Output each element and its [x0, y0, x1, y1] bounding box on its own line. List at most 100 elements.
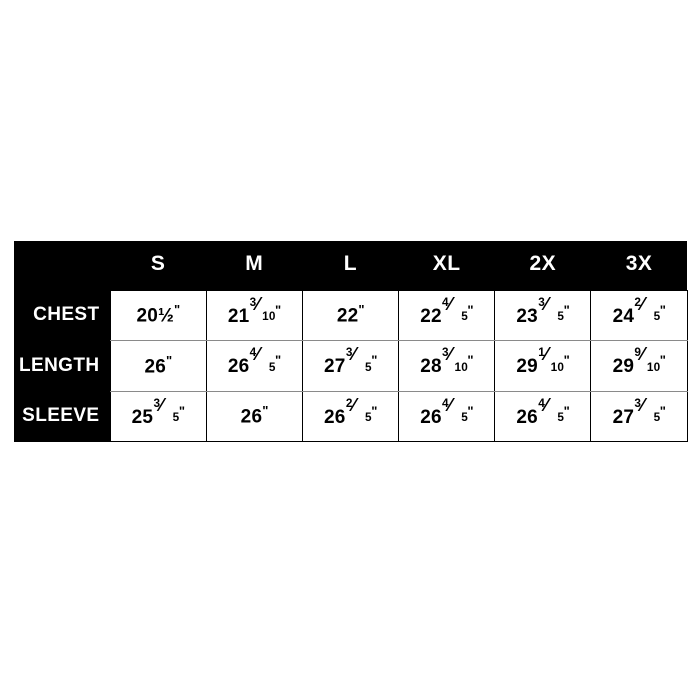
- row-label-length: LENGTH: [14, 340, 110, 392]
- fraction: 4 ⁄ 5: [442, 396, 468, 424]
- fraction-denominator: 10: [262, 309, 276, 323]
- inch-mark: ": [371, 403, 377, 419]
- fraction-slash: ⁄: [544, 394, 549, 415]
- row-label-chest: CHEST: [14, 290, 110, 341]
- cell-chest-s: 20½": [109, 289, 207, 342]
- fraction: 4 ⁄ 5: [442, 294, 468, 323]
- inch-mark: ": [467, 302, 474, 318]
- measurement-value: 20½": [136, 303, 180, 327]
- measurement-value: 27 3 ⁄ 5 ": [324, 345, 377, 378]
- fraction: 2 ⁄ 5: [346, 396, 372, 425]
- whole-number: 28: [420, 356, 442, 378]
- inch-mark: ": [659, 353, 666, 369]
- fraction: 3 ⁄ 10: [249, 294, 276, 323]
- cell-length-s: 26": [109, 340, 207, 392]
- measurement-value: 24 2 ⁄ 5 ": [613, 294, 666, 325]
- inch-mark: ": [467, 353, 474, 369]
- measurement-value: 26 2 ⁄ 5 ": [324, 396, 377, 427]
- measurement-value: 22": [336, 302, 365, 327]
- whole-number: 23: [516, 305, 538, 327]
- fraction: 3 ⁄ 5: [346, 345, 372, 374]
- measurement-value: 28 3 ⁄ 10 ": [420, 345, 474, 378]
- inch-mark: ": [371, 353, 377, 369]
- size-chart-panel: S M L XL 2X 3X CHEST 20½" 21 3 ⁄ 10 " 22" 22…: [14, 241, 688, 443]
- fraction-numerator: 3: [442, 346, 449, 360]
- whole-number: 27: [324, 356, 346, 378]
- fraction-glyph: ½: [158, 305, 175, 327]
- fraction-denominator: 5: [365, 360, 372, 374]
- fraction-numerator: 3: [538, 295, 545, 309]
- measurement-value: 27 3 ⁄ 5 ": [612, 396, 666, 428]
- fraction-slash: ⁄: [640, 344, 645, 365]
- fraction-denominator: 5: [461, 309, 468, 323]
- measurement-value: 29 9 ⁄ 10 ": [613, 345, 666, 376]
- inch-mark: ": [262, 403, 268, 419]
- whole-number: 22: [336, 305, 359, 327]
- inch-mark: ": [467, 403, 474, 419]
- fraction: 1 ⁄ 10: [538, 345, 565, 374]
- fraction-denominator: 5: [557, 411, 565, 425]
- table-row: CHEST 20½" 21 3 ⁄ 10 " 22" 22 4 ⁄ 5 " 23 3 ⁄ 5 " 24 2…: [14, 289, 688, 342]
- fraction-denominator: 5: [653, 411, 661, 425]
- cell-sleeve-3x: 27 3 ⁄ 5 ": [590, 390, 688, 443]
- fraction-numerator: 4: [442, 396, 449, 410]
- cell-chest-xl: 22 4 ⁄ 5 ": [398, 289, 496, 342]
- whole-number: 25: [131, 406, 154, 428]
- measurement-value: 26 4 ⁄ 5 ": [516, 396, 570, 427]
- fraction-denominator: 5: [172, 411, 180, 425]
- measurement-value: 26": [144, 354, 172, 376]
- fraction-numerator: 4: [249, 346, 257, 360]
- fraction: 3 ⁄ 5: [538, 294, 565, 323]
- table-header: S M L XL 2X 3X: [14, 241, 688, 290]
- fraction-slash: ⁄: [544, 344, 549, 365]
- measurement-value: 26 4 ⁄ 5 ": [420, 396, 474, 427]
- whole-number: 21: [227, 305, 250, 327]
- fraction-slash: ⁄: [640, 394, 645, 415]
- cell-chest-2x: 23 3 ⁄ 5 ": [494, 289, 592, 342]
- fraction-slash: ⁄: [448, 293, 452, 314]
- cell-length-l: 27 3 ⁄ 5 ": [301, 340, 400, 392]
- fraction-numerator: 4: [538, 396, 545, 410]
- header-row: S M L XL 2X 3X: [14, 241, 688, 290]
- column-header-3x: 3X: [590, 241, 688, 290]
- fraction-denominator: 5: [557, 309, 565, 323]
- inch-mark: ": [563, 403, 570, 419]
- fraction-numerator: 9: [634, 346, 642, 360]
- fraction-slash: ⁄: [640, 293, 645, 314]
- cell-chest-m: 21 3 ⁄ 10 ": [205, 289, 303, 342]
- fraction-denominator: 5: [653, 309, 661, 323]
- fraction-denominator: 10: [454, 360, 468, 374]
- whole-number: 27: [612, 406, 635, 428]
- cell-length-m: 26 4 ⁄ 5 ": [205, 340, 303, 392]
- measurement-value: 21 3 ⁄ 10 ": [227, 294, 281, 327]
- column-header-2x: 2X: [494, 241, 591, 290]
- fraction-slash: ⁄: [352, 394, 356, 415]
- fraction: 3 ⁄ 5: [634, 396, 661, 425]
- fraction-denominator: 10: [550, 360, 565, 374]
- inch-mark: ": [563, 302, 570, 318]
- inch-mark: ": [659, 403, 666, 419]
- fraction-numerator: 1: [538, 346, 545, 360]
- fraction: 4 ⁄ 5: [538, 396, 565, 425]
- row-label-sleeve: SLEEVE: [14, 391, 110, 442]
- whole-number: 26: [227, 356, 250, 378]
- whole-number: 29: [516, 356, 538, 378]
- fraction: 4 ⁄ 5: [249, 345, 276, 373]
- measurement-value: 25 3 ⁄ 5 ": [131, 396, 185, 428]
- fraction-numerator: 2: [634, 295, 642, 309]
- measurement-value: 26 4 ⁄ 5 ": [227, 345, 281, 378]
- whole-number: 26: [240, 406, 263, 428]
- inch-mark: ": [358, 302, 365, 318]
- fraction: 3 ⁄ 5: [153, 396, 180, 425]
- cell-sleeve-l: 26 2 ⁄ 5 ": [301, 390, 400, 443]
- column-header-l: L: [302, 241, 399, 290]
- whole-number: 20: [136, 305, 158, 327]
- fraction-denominator: 10: [646, 360, 661, 374]
- measurement-value: 26": [240, 403, 269, 428]
- fraction-slash: ⁄: [256, 293, 260, 314]
- fraction-denominator: 5: [365, 411, 372, 425]
- table-body: CHEST 20½" 21 3 ⁄ 10 " 22" 22 4 ⁄ 5 " 23 3 ⁄ 5 " 24 2…: [14, 289, 688, 443]
- fraction-slash: ⁄: [448, 344, 452, 365]
- cell-sleeve-2x: 26 4 ⁄ 5 ": [494, 390, 592, 443]
